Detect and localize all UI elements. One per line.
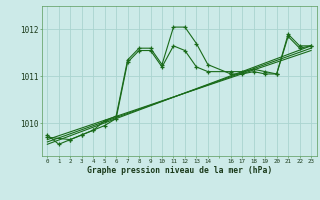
X-axis label: Graphe pression niveau de la mer (hPa): Graphe pression niveau de la mer (hPa) xyxy=(87,166,272,175)
